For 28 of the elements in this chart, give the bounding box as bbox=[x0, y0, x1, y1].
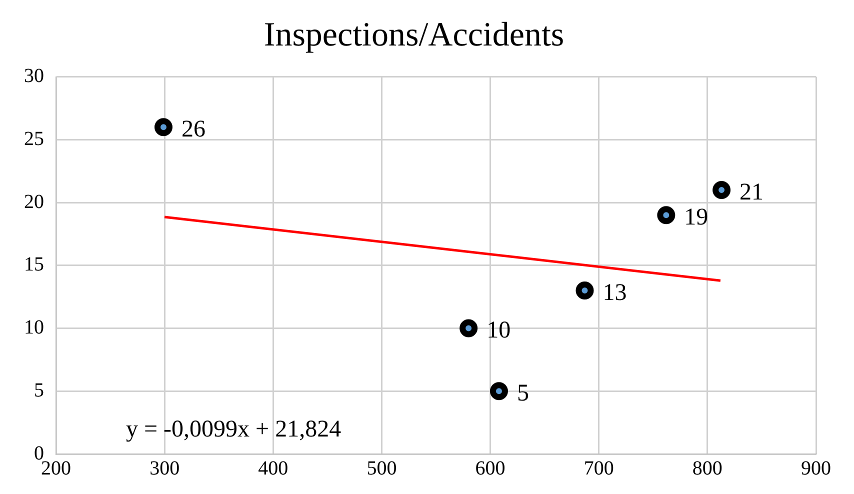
y-tick-label: 20 bbox=[24, 190, 44, 213]
data-label: 19 bbox=[684, 204, 708, 230]
data-label: 21 bbox=[740, 179, 764, 206]
x-tick-label: 200 bbox=[41, 457, 71, 480]
x-tick-label: 500 bbox=[366, 457, 397, 480]
y-tick-label: 10 bbox=[24, 316, 44, 339]
x-tick-label: 800 bbox=[692, 457, 722, 480]
y-tick-label: 15 bbox=[24, 254, 44, 276]
point bbox=[154, 118, 172, 136]
x-tick-label: 900 bbox=[801, 457, 831, 480]
x-tick-label: 700 bbox=[584, 457, 614, 480]
point bbox=[490, 382, 508, 400]
point bbox=[576, 282, 594, 300]
point bbox=[460, 319, 478, 338]
data-label: 13 bbox=[602, 280, 627, 306]
y-tick-label: 5 bbox=[34, 379, 44, 402]
data-label: 10 bbox=[486, 318, 511, 344]
y-tick-label: 30 bbox=[24, 65, 44, 88]
data-label: 5 bbox=[516, 380, 529, 406]
x-tick-label: 300 bbox=[150, 457, 180, 480]
x-tick-label: 400 bbox=[258, 457, 288, 480]
data-label: 26 bbox=[181, 116, 206, 142]
chart-title: Inspections/Accidents bbox=[264, 16, 564, 54]
point bbox=[657, 206, 676, 224]
point bbox=[712, 180, 731, 199]
y-tick-label: 25 bbox=[24, 128, 44, 150]
x-tick-label: 600 bbox=[475, 457, 506, 480]
annotation: y = -0,0099x + 21,824 bbox=[126, 416, 342, 442]
